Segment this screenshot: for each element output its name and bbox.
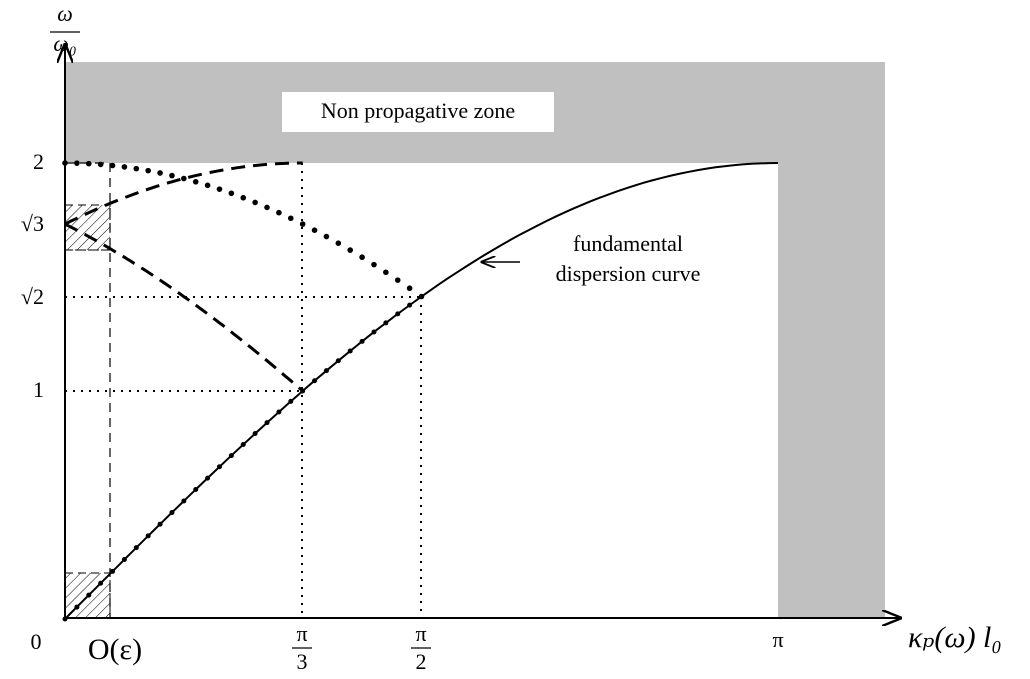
curve-dot [264,420,270,426]
branch-dot [371,261,377,268]
curve-dot [98,580,104,586]
curve-dot [86,592,92,598]
branch-dot [323,233,330,240]
branch-dot [181,175,187,182]
curve-dot [335,358,341,364]
curve-dot [193,486,199,492]
curves [62,160,779,622]
y-label-denominator: ω₀ [53,31,76,56]
curve-dot [323,368,329,374]
branch-dot [145,167,151,174]
x-tick-label: O(ε) [88,633,142,666]
branch-dot [394,277,401,283]
branch-dot [169,172,175,179]
curve-dot [347,348,353,354]
curve-dot [252,431,258,437]
branch-dot [264,204,270,211]
curve-dot [407,302,413,308]
branch-dot [228,190,235,197]
y-label-numerator: ω [57,1,73,26]
curve-annotation: dispersion curve [556,261,701,286]
branch-dot [299,221,306,227]
curve-dot [74,604,80,610]
curve-dot [121,556,127,562]
curve-dot [359,338,365,344]
curve-dot [157,521,163,527]
branch-dot [216,186,223,192]
branch-dot [311,227,318,233]
y-tick-label: 1 [33,377,44,402]
x-tick-denominator: 2 [416,649,427,674]
branch-dot [192,178,199,185]
curve-dot [383,320,389,326]
curve-dot [145,533,151,539]
branch-dot [276,209,282,216]
curve-dot [395,311,401,317]
branch-dot [406,285,413,292]
curve-dot [276,409,282,415]
x-tick-numerator: π [415,621,426,646]
curve-dot [205,475,211,481]
branch-dot [347,247,354,253]
branch-dot [85,160,92,167]
curve-dot [288,398,294,404]
branch-dot [383,269,389,276]
branch-dot [204,182,211,189]
branch-dot [97,161,104,168]
branch-dot [359,254,365,261]
branch-dot [121,164,128,170]
x-tick-label: π [772,627,783,652]
non-propagative-zone [65,62,885,618]
dotted-guides [65,163,422,618]
branch-dot [252,199,258,206]
x-label: κₚ(ω) l₀ [908,621,1002,654]
branch-dot [157,170,163,176]
curve-annotation: fundamental [573,231,683,256]
curve-dot [181,498,187,504]
y-tick-label: √3 [21,211,44,236]
curve-dot [312,378,318,384]
branch-dot [240,194,247,201]
zone-label-box [282,92,554,132]
dashed-branch [64,161,303,226]
curve-dot [240,441,246,447]
dashed-branch [64,222,304,393]
curve-dot [169,510,175,516]
branch-dot [335,240,342,246]
curve-dot [110,568,116,574]
x-tick-numerator: π [296,621,307,646]
curve-dot [133,545,139,551]
branch-dot [74,160,80,166]
x-tick-denominator: 3 [297,649,308,674]
branch-dot [109,162,116,169]
origin-label: 0 [31,629,42,654]
branch-dot [287,215,294,222]
branch-dot [133,165,140,172]
curve-dot [216,464,222,470]
y-tick-label: 2 [33,149,44,174]
curve-dot [228,453,234,459]
curve-dot [371,329,377,335]
y-tick-label: √2 [21,284,44,309]
branch-dot [418,293,425,300]
zone-label: Non propagative zone [321,98,515,123]
